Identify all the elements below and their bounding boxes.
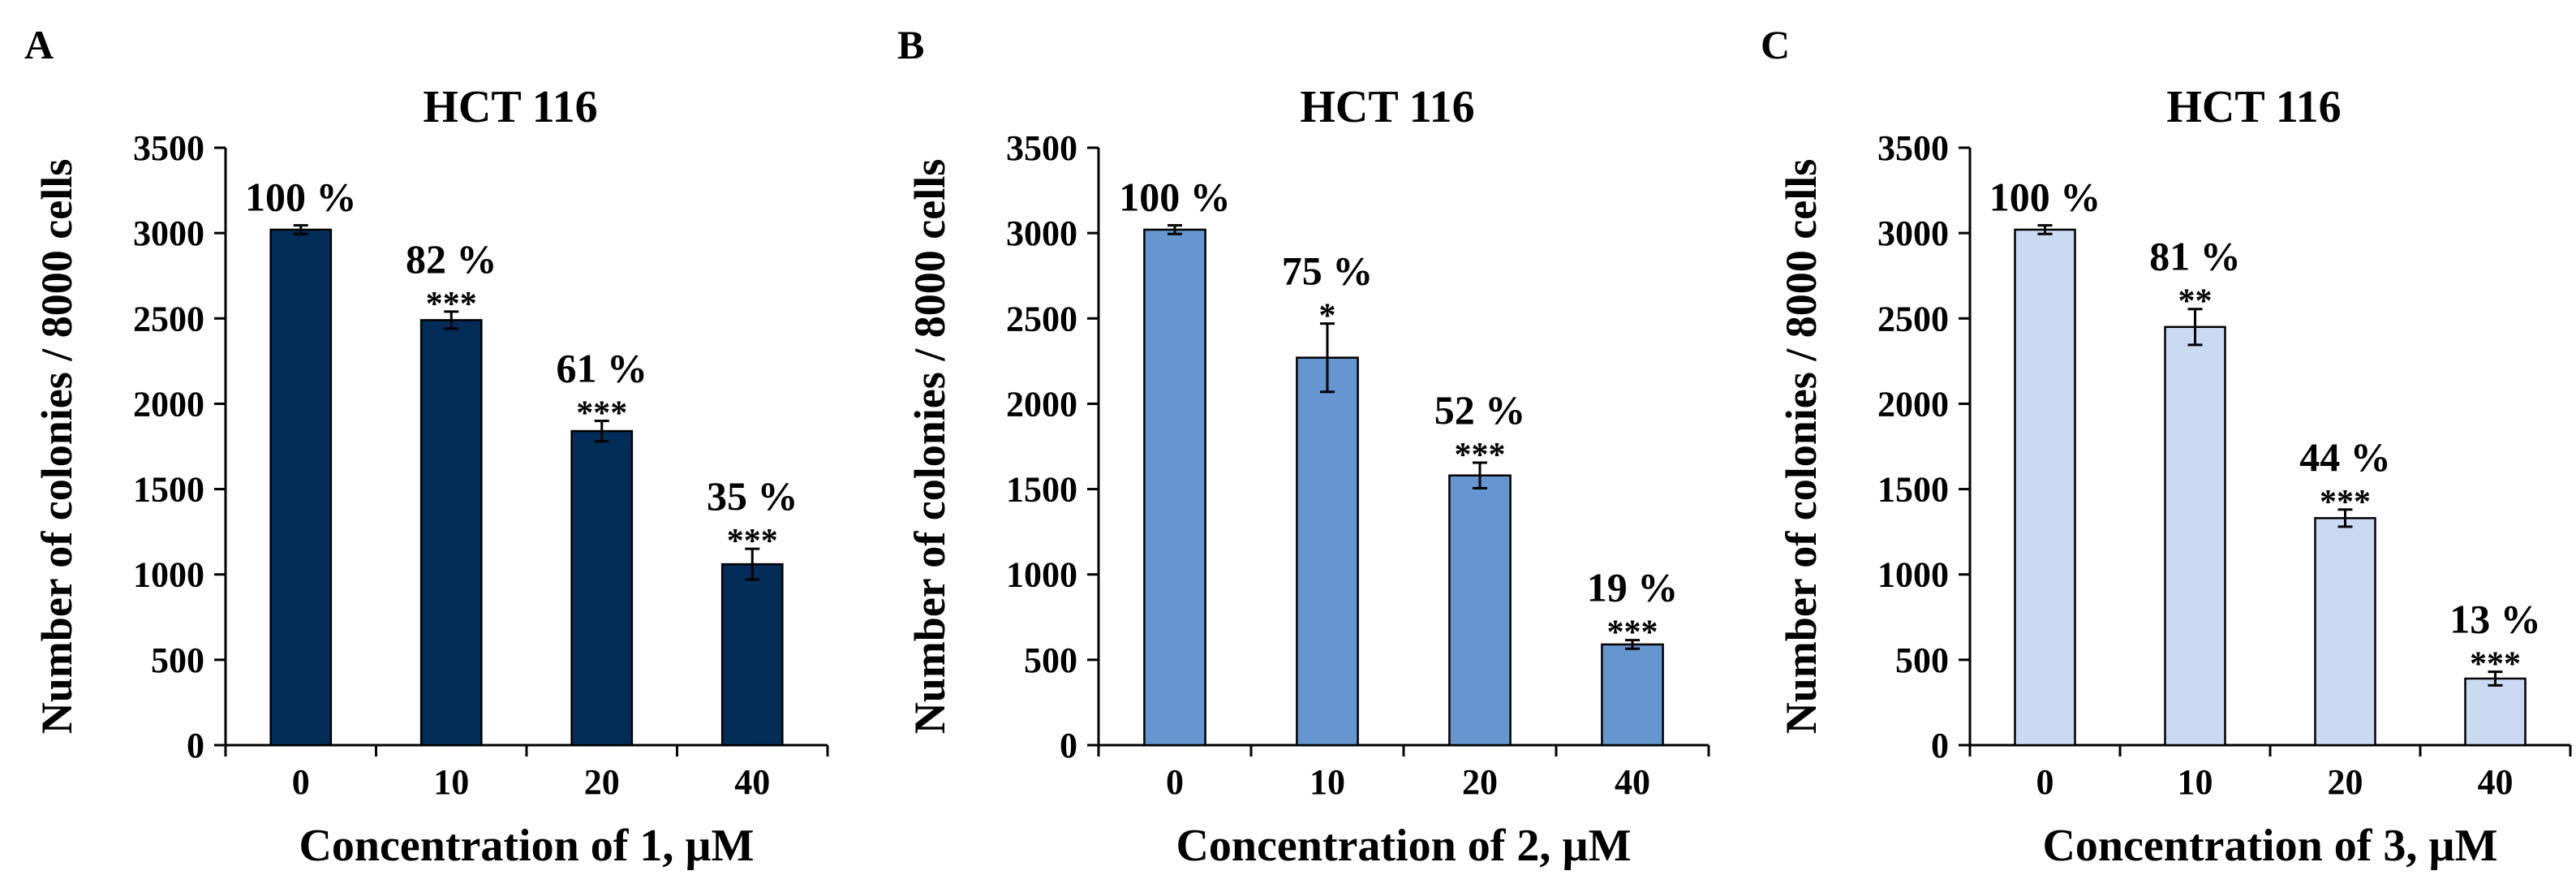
significance-label: *** xyxy=(1455,437,1506,474)
percent-label: 81 % xyxy=(2149,234,2241,279)
percent-label: 13 % xyxy=(2449,597,2541,642)
x-tick-label: 20 xyxy=(1462,762,1498,802)
y-tick-label: 1000 xyxy=(133,555,204,595)
y-tick-label: 0 xyxy=(1060,726,1077,765)
y-tick-label: 2000 xyxy=(133,384,204,424)
bar-0 xyxy=(1143,228,1206,747)
y-tick-label: 1000 xyxy=(1877,555,1949,595)
y-axis-label: Number of colonies / 8000 cells xyxy=(905,159,954,734)
significance-label: *** xyxy=(2320,484,2371,521)
chart-panel-b: B HCT 116 0 500 1000 1500 2000 2500 3000 3500 Numb… xyxy=(897,22,1710,871)
x-axis-label: Concentration of 1, µM xyxy=(299,821,754,871)
x-tick-label: 0 xyxy=(1166,762,1184,802)
bar-10 xyxy=(2164,325,2226,747)
x-tick-label: 20 xyxy=(584,762,620,802)
bar-20 xyxy=(570,429,634,747)
chart-title: HCT 116 xyxy=(1300,82,1474,132)
y-tick-label: 3000 xyxy=(1877,213,1949,253)
x-tick-label: 40 xyxy=(734,762,770,802)
y-tick-label: 1000 xyxy=(1006,555,1077,595)
y-tick-label: 2500 xyxy=(1006,299,1077,338)
panel-letter: B xyxy=(897,22,924,67)
y-tick-label: 2000 xyxy=(1006,384,1077,424)
y-axis-label: Number of colonies / 8000 cells xyxy=(32,159,81,734)
y-tick-label: 3500 xyxy=(1006,128,1077,168)
percent-label: 100 % xyxy=(1119,175,1231,220)
panel-letter: A xyxy=(24,22,54,67)
percent-label: 75 % xyxy=(1282,248,1374,294)
significance-label: ** xyxy=(2178,283,2213,321)
y-tick-label: 2500 xyxy=(1877,299,1949,338)
x-tick-label: 20 xyxy=(2328,762,2363,802)
bar-0 xyxy=(269,228,333,747)
percent-label: 35 % xyxy=(707,473,798,519)
x-tick-label: 40 xyxy=(1615,762,1650,802)
chart-title: HCT 116 xyxy=(423,82,597,132)
significance-label: *** xyxy=(576,394,627,432)
percent-label: 100 % xyxy=(245,175,357,220)
y-tick-label: 3000 xyxy=(133,213,204,253)
x-tick-label: 40 xyxy=(2478,762,2514,802)
percent-label: 100 % xyxy=(1989,175,2101,220)
bar-40 xyxy=(1601,643,1664,747)
percent-label: 52 % xyxy=(1434,387,1526,433)
x-axis-label: Concentration of 2, µM xyxy=(1176,821,1631,871)
significance-label: *** xyxy=(426,286,477,323)
y-tick-label: 500 xyxy=(1024,640,1077,680)
x-tick-label: 0 xyxy=(292,762,310,802)
significance-label: *** xyxy=(2470,646,2521,683)
percent-label: 61 % xyxy=(557,345,648,390)
y-tick-label: 1500 xyxy=(1877,470,1949,510)
x-tick-label: 10 xyxy=(433,762,469,802)
y-tick-label: 3000 xyxy=(1006,213,1077,253)
x-tick-label: 10 xyxy=(1310,762,1345,802)
significance-label: * xyxy=(1319,298,1336,335)
y-tick-label: 0 xyxy=(1931,726,1949,765)
y-tick-label: 2000 xyxy=(1877,384,1949,424)
bar-10 xyxy=(1296,356,1359,747)
bar-0 xyxy=(2014,228,2076,747)
x-tick-label: 0 xyxy=(2036,762,2054,802)
significance-label: *** xyxy=(1607,614,1658,652)
y-tick-label: 3500 xyxy=(133,128,204,168)
chart-panel-c: C HCT 116 0 500 1000 1500 2000 2500 3000 3500 Numb… xyxy=(1761,22,2572,871)
chart-panel-a: A HCT 116 0 500 1000 1500 2000 2500 3000 3500 Numb… xyxy=(24,22,829,871)
y-tick-label: 500 xyxy=(1895,640,1949,680)
bar-20 xyxy=(2314,517,2376,747)
percent-label: 19 % xyxy=(1587,565,1679,610)
percent-label: 82 % xyxy=(406,236,497,282)
chart-title: HCT 116 xyxy=(2166,82,2341,132)
significance-label: *** xyxy=(727,523,778,560)
y-tick-label: 2500 xyxy=(133,299,204,338)
y-tick-label: 500 xyxy=(151,640,204,680)
y-tick-label: 1500 xyxy=(133,470,204,510)
y-tick-label: 1500 xyxy=(1006,470,1077,510)
x-tick-label: 10 xyxy=(2178,762,2213,802)
bar-10 xyxy=(419,319,483,747)
bar-20 xyxy=(1448,474,1512,747)
y-axis-label: Number of colonies / 8000 cells xyxy=(1777,159,1826,734)
x-axis-label: Concentration of 3, µM xyxy=(2042,821,2497,871)
bar-40 xyxy=(720,563,784,747)
y-tick-label: 3500 xyxy=(1877,128,1949,168)
percent-label: 44 % xyxy=(2299,434,2391,480)
y-tick-label: 0 xyxy=(187,726,204,765)
panel-letter: C xyxy=(1761,22,1790,67)
bar-40 xyxy=(2464,677,2527,747)
